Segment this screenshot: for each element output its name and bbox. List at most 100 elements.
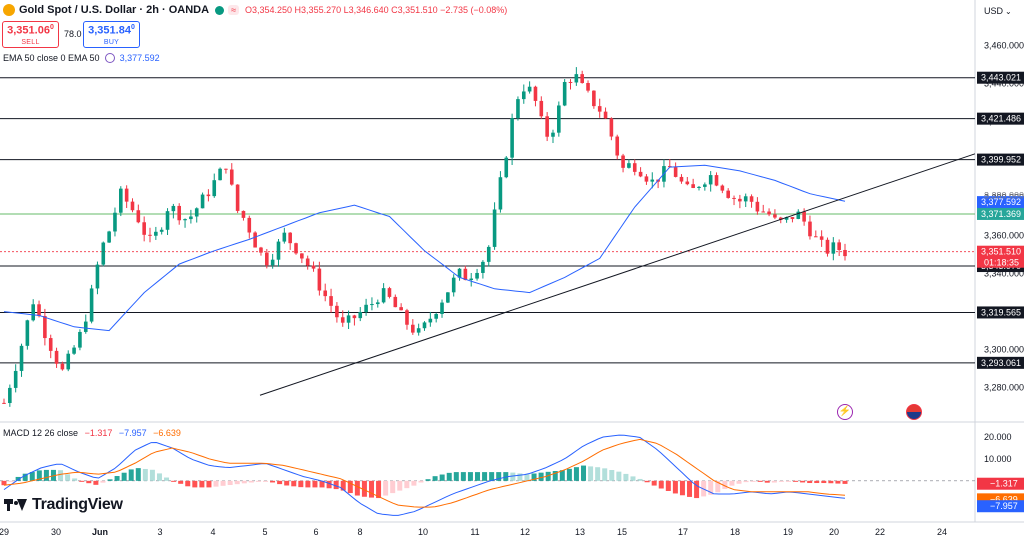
candle-body (183, 219, 187, 221)
candle-body (72, 347, 76, 354)
macd-histogram-bar (566, 468, 572, 481)
time-tick-label: 13 (575, 527, 585, 537)
price-tag-label: 3,351.510 (981, 247, 1021, 257)
candle-body (533, 86, 538, 101)
ema-settings-icon[interactable] (104, 53, 115, 63)
macd-histogram-bar (814, 480, 820, 484)
macd-histogram-bar (121, 472, 127, 481)
candle-body (311, 265, 316, 269)
level-tag-label: 3,443.021 (981, 73, 1021, 83)
macd-histogram-bar (609, 469, 615, 481)
price-tag-bg (977, 196, 1024, 209)
price-tag-bg (977, 207, 1024, 220)
data-wave-icon[interactable]: ≈ (228, 5, 240, 15)
macd-histogram-bar (72, 478, 78, 481)
macd-histogram-bar (404, 480, 410, 489)
candle-body (259, 247, 263, 253)
time-tick-label: 17 (678, 527, 688, 537)
macd-histogram-bar (178, 480, 184, 484)
candle-body (387, 288, 392, 297)
macd-histogram-bar (149, 469, 155, 481)
candle-body (235, 184, 240, 211)
sell-price: 3,351.06 (7, 24, 50, 37)
candle-body (300, 253, 304, 259)
tradingview-logo[interactable]: TradingView (4, 496, 123, 514)
candle-body (638, 171, 643, 177)
candle-body (54, 350, 59, 364)
price-tick-label: 3,280.000 (984, 383, 1024, 393)
macd-histogram-bar (573, 467, 579, 481)
time-tick-label: 24 (937, 527, 947, 537)
candle-body (265, 252, 269, 266)
candle-body (405, 310, 409, 325)
macd-histogram-bar (347, 480, 353, 494)
candle-body (446, 292, 450, 303)
currency-selector[interactable]: USD ⌄ (984, 6, 1012, 16)
candle-body (691, 184, 695, 188)
macd-histogram-bar (340, 480, 346, 491)
macd-histogram-bar (552, 471, 558, 481)
buy-button[interactable]: 3,351.840 BUY (83, 21, 140, 48)
candle-body (773, 214, 777, 218)
time-tick-label: 19 (783, 527, 793, 537)
macd-histogram-bar (623, 473, 629, 481)
candle-body (650, 179, 655, 182)
ema-line (3, 164, 846, 332)
time-tick-label: 10 (418, 527, 428, 537)
macd-tag-bg (977, 477, 1024, 490)
level-tag-bg (977, 112, 1024, 125)
candle-body (615, 136, 620, 156)
candle-body (621, 155, 625, 168)
candle-body (545, 116, 549, 137)
macd-histogram-bar (255, 480, 261, 482)
level-tag-bg (977, 71, 1024, 84)
candle-body (142, 222, 146, 235)
candle-body (83, 321, 88, 332)
candle-body (154, 231, 158, 236)
macd-histogram-bar (842, 480, 848, 484)
time-tick-label: 22 (875, 527, 885, 537)
candle-body (416, 328, 421, 333)
candle-body (574, 74, 579, 83)
candle-body (194, 208, 199, 217)
macd-histogram-bar (651, 480, 657, 486)
candle-body (60, 363, 65, 370)
candle-body (78, 331, 82, 348)
trendline[interactable] (259, 153, 976, 396)
flash-event-icon[interactable]: ⚡ (837, 404, 853, 420)
macd-histogram-bar (213, 480, 219, 487)
us-flag-event-icon[interactable] (906, 404, 922, 420)
time-tick-label: 8 (357, 527, 362, 537)
macd-histogram-bar (227, 480, 233, 485)
candle-body (329, 296, 333, 306)
macd-histogram-bar (156, 473, 162, 481)
candle-body (516, 99, 520, 119)
candle-body (352, 315, 357, 319)
candle-body (101, 242, 106, 265)
price-axis[interactable]: 3,280.0003,300.0003,320.0003,340.0003,36… (977, 40, 1024, 513)
macd-tag-label: −7.957 (990, 501, 1018, 511)
buy-label: BUY (103, 38, 120, 46)
macd-histogram-bar (15, 476, 21, 481)
candle-body (720, 185, 725, 191)
macd-histogram-bar (185, 480, 191, 487)
candle-body (714, 175, 719, 186)
candle-body (644, 176, 649, 182)
sell-button[interactable]: 3,351.060 SELL (2, 21, 59, 48)
macd-tag-label: −6.639 (990, 494, 1018, 504)
macd-legend-label[interactable]: MACD 12 26 close (3, 428, 79, 438)
candle-body (165, 211, 170, 230)
candle-body (229, 169, 234, 185)
candle-body (335, 305, 339, 318)
symbol-title[interactable]: Gold Spot / U.S. Dollar · 2h · OANDA (19, 4, 210, 16)
macd-histogram-bar (425, 479, 431, 481)
ema-legend-label[interactable]: EMA 50 close 0 EMA 50 (3, 53, 100, 63)
macd-histogram-bar (354, 480, 360, 496)
time-axis[interactable]: 29 30 Jun 3 4 5 6 8 10 11 12 13 15 17 18 19 20 22 24 (0, 527, 947, 537)
macd-hist-value: −1.317 (84, 428, 113, 438)
macd-histogram-bar (821, 480, 827, 484)
candle-body (703, 184, 707, 187)
macd-histogram-bar (234, 480, 240, 485)
candle-body (224, 168, 228, 170)
